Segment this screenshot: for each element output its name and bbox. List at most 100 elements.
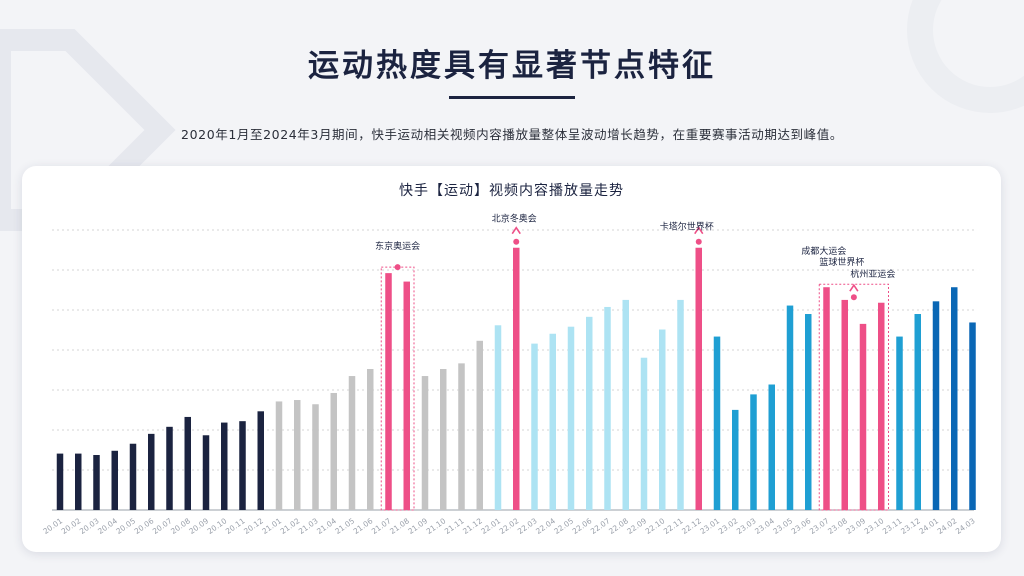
page-title: 运动热度具有显著节点特征 — [308, 48, 716, 84]
bar-22.08 — [622, 299, 629, 510]
bar-23.04 — [768, 384, 775, 510]
bar-21.07 — [385, 273, 392, 510]
bar-21.05 — [348, 376, 356, 510]
bar-20.01 — [56, 453, 64, 510]
x-tick-label: 22.04 — [534, 516, 557, 536]
x-tick-label: 20.12 — [242, 516, 265, 536]
bar-21.10 — [440, 369, 447, 510]
annotation-2-arrow — [694, 226, 704, 235]
x-tick-label: 22.07 — [589, 516, 612, 536]
x-tick-label: 23.12 — [899, 516, 922, 536]
annotation-5-label: 杭州亚运会 — [850, 268, 895, 280]
annotation-2-dot — [695, 238, 702, 245]
x-tick-label: 23.05 — [771, 516, 794, 536]
bar-21.01 — [275, 401, 283, 510]
x-tick-label: 22.09 — [625, 516, 648, 536]
bar-21.03 — [312, 404, 319, 510]
bar-21.11 — [458, 363, 465, 510]
annotation-3-dot — [850, 294, 857, 301]
x-tick-label: 21.10 — [425, 516, 448, 536]
bar-20.03 — [93, 455, 100, 510]
bar-20.07 — [166, 426, 173, 510]
x-tick-label: 21.09 — [406, 516, 429, 536]
bar-20.12 — [257, 411, 264, 510]
x-tick-label: 23.10 — [863, 516, 886, 536]
bar-23.12 — [914, 314, 921, 510]
x-tick-label: 23.03 — [735, 516, 758, 536]
bar-23.07 — [823, 287, 830, 510]
bar-22.02 — [513, 247, 520, 510]
x-tick-label: 24.01 — [917, 516, 940, 536]
x-tick-label: 20.06 — [133, 516, 156, 536]
bar-21.02 — [294, 400, 301, 510]
x-tick-label: 22.08 — [607, 516, 630, 536]
x-tick-label: 24.03 — [954, 516, 977, 536]
x-tick-label: 22.06 — [571, 516, 594, 536]
bar-21.06 — [367, 369, 374, 510]
x-tick-label: 20.11 — [224, 516, 247, 536]
x-tick-label: 23.07 — [808, 516, 831, 536]
x-tick-label: 22.01 — [479, 516, 502, 536]
annotation-2-label: 卡塔尔世界杯 — [660, 221, 714, 233]
x-tick-label: 21.03 — [297, 516, 320, 536]
x-tick-label: 20.03 — [78, 516, 101, 536]
title-underline — [449, 96, 575, 99]
bar-20.10 — [221, 422, 228, 510]
bar-23.02 — [732, 409, 739, 510]
annotation-3-label: 成都大运会 — [801, 245, 846, 257]
bar-21.12 — [476, 340, 483, 510]
x-tick-label: 22.10 — [644, 516, 667, 536]
x-tick-label: 21.07 — [370, 516, 393, 536]
x-tick-label: 21.12 — [461, 516, 484, 536]
bar-20.05 — [129, 443, 137, 510]
x-tick-label: 21.05 — [333, 516, 356, 536]
bar-22.07 — [604, 306, 611, 510]
bar-24.02 — [951, 287, 958, 510]
annotation-1-label: 北京冬奥会 — [492, 213, 537, 225]
bar-22.09 — [640, 357, 648, 510]
bar-23.03 — [750, 394, 757, 510]
bar-chart: 20.0120.0220.0320.0420.0520.0620.0720.08… — [41, 213, 977, 536]
x-tick-label: 23.01 — [698, 516, 721, 536]
bar-23.06 — [805, 314, 812, 510]
bar-20.09 — [202, 435, 210, 510]
bar-20.06 — [148, 433, 155, 510]
bar-22.06 — [586, 316, 593, 510]
chart-card: 快手【运动】视频内容播放量走势 20.01 20.02 20.03 20.04 20.0… — [22, 166, 1001, 552]
bar-20.02 — [75, 453, 82, 510]
bar-21.04 — [330, 392, 337, 510]
x-tick-label: 23.11 — [881, 516, 904, 536]
x-tick-label: 21.06 — [352, 516, 375, 536]
bar-22.01 — [494, 325, 502, 510]
bar-24.01 — [932, 301, 940, 510]
x-tick-label: 20.01 — [41, 516, 64, 536]
bar-24.03 — [969, 322, 976, 510]
bar-22.11 — [677, 299, 684, 510]
annotation-1-dot — [513, 238, 520, 245]
bar-20.04 — [111, 450, 118, 510]
bar-20.11 — [239, 421, 246, 510]
bar-23.05 — [786, 305, 794, 510]
x-tick-label: 21.11 — [443, 516, 466, 536]
bar-23.01 — [713, 336, 721, 510]
annotation-4-label: 篮球世界杯 — [819, 256, 864, 268]
annotation-1-arrow — [511, 226, 521, 235]
bar-22.03 — [531, 343, 538, 510]
x-tick-label: 23.06 — [790, 516, 813, 536]
annotation-3-box — [818, 283, 889, 511]
annotation-3-arrow — [849, 283, 859, 292]
bar-23.08 — [841, 299, 848, 510]
x-tick-label: 22.05 — [552, 516, 575, 536]
bar-22.04 — [549, 333, 556, 510]
bar-22.10 — [659, 329, 666, 510]
x-tick-label: 20.08 — [169, 516, 192, 536]
x-tick-label: 22.03 — [516, 516, 539, 536]
x-tick-label: 20.04 — [96, 516, 119, 536]
bar-21.08 — [403, 281, 410, 510]
x-tick-label: 22.12 — [680, 516, 703, 536]
x-tick-label: 23.02 — [717, 516, 740, 536]
x-tick-label: 21.01 — [260, 516, 283, 536]
page-subtitle: 2020年1月至2024年3月期间，快手运动相关视频内容播放量整体呈波动增长趋势… — [181, 127, 843, 142]
x-tick-label: 20.02 — [60, 516, 83, 536]
x-tick-label: 21.08 — [388, 516, 411, 536]
